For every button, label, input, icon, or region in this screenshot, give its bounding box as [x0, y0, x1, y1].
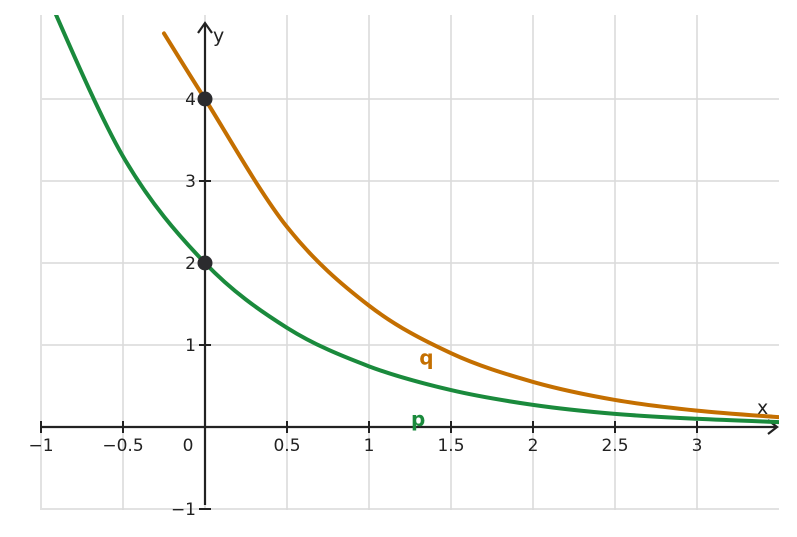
y-tick-label: 3 [185, 172, 196, 192]
y-tick-label: 1 [185, 336, 196, 356]
x-tick-label: −1 [28, 436, 53, 456]
intercept-point [197, 255, 213, 271]
x-tick-label: 3 [692, 436, 703, 456]
series-line-p [53, 15, 779, 425]
x-tick-label: 0 [183, 436, 194, 456]
marked-points [197, 91, 213, 271]
series-label-p: p [411, 407, 425, 431]
ticks: −1 −0.5 0 0.5 1 1.5 2 2.5 3 −1 1 2 3 4 [28, 90, 702, 520]
curve-labels: qp [411, 345, 434, 431]
y-axis-label: y [213, 25, 224, 47]
x-tick-label: 1.5 [437, 436, 464, 456]
y-axis-arrow-icon [197, 21, 213, 34]
axes: x y [42, 21, 779, 505]
x-tick-label: −0.5 [102, 436, 143, 456]
grid [40, 15, 779, 510]
x-tick-label: 0.5 [273, 436, 300, 456]
intercept-point [197, 91, 213, 107]
curves [53, 15, 779, 425]
x-tick-label: 2 [528, 436, 539, 456]
y-tick-label: 4 [185, 90, 196, 110]
series-label-q: q [419, 345, 433, 369]
x-axis-label: x [757, 397, 768, 419]
y-tick-label: 2 [185, 254, 196, 274]
series-line-q [162, 31, 779, 420]
x-tick-label: 1 [364, 436, 375, 456]
x-tick-label: 2.5 [601, 436, 628, 456]
y-tick-label: −1 [171, 500, 196, 520]
